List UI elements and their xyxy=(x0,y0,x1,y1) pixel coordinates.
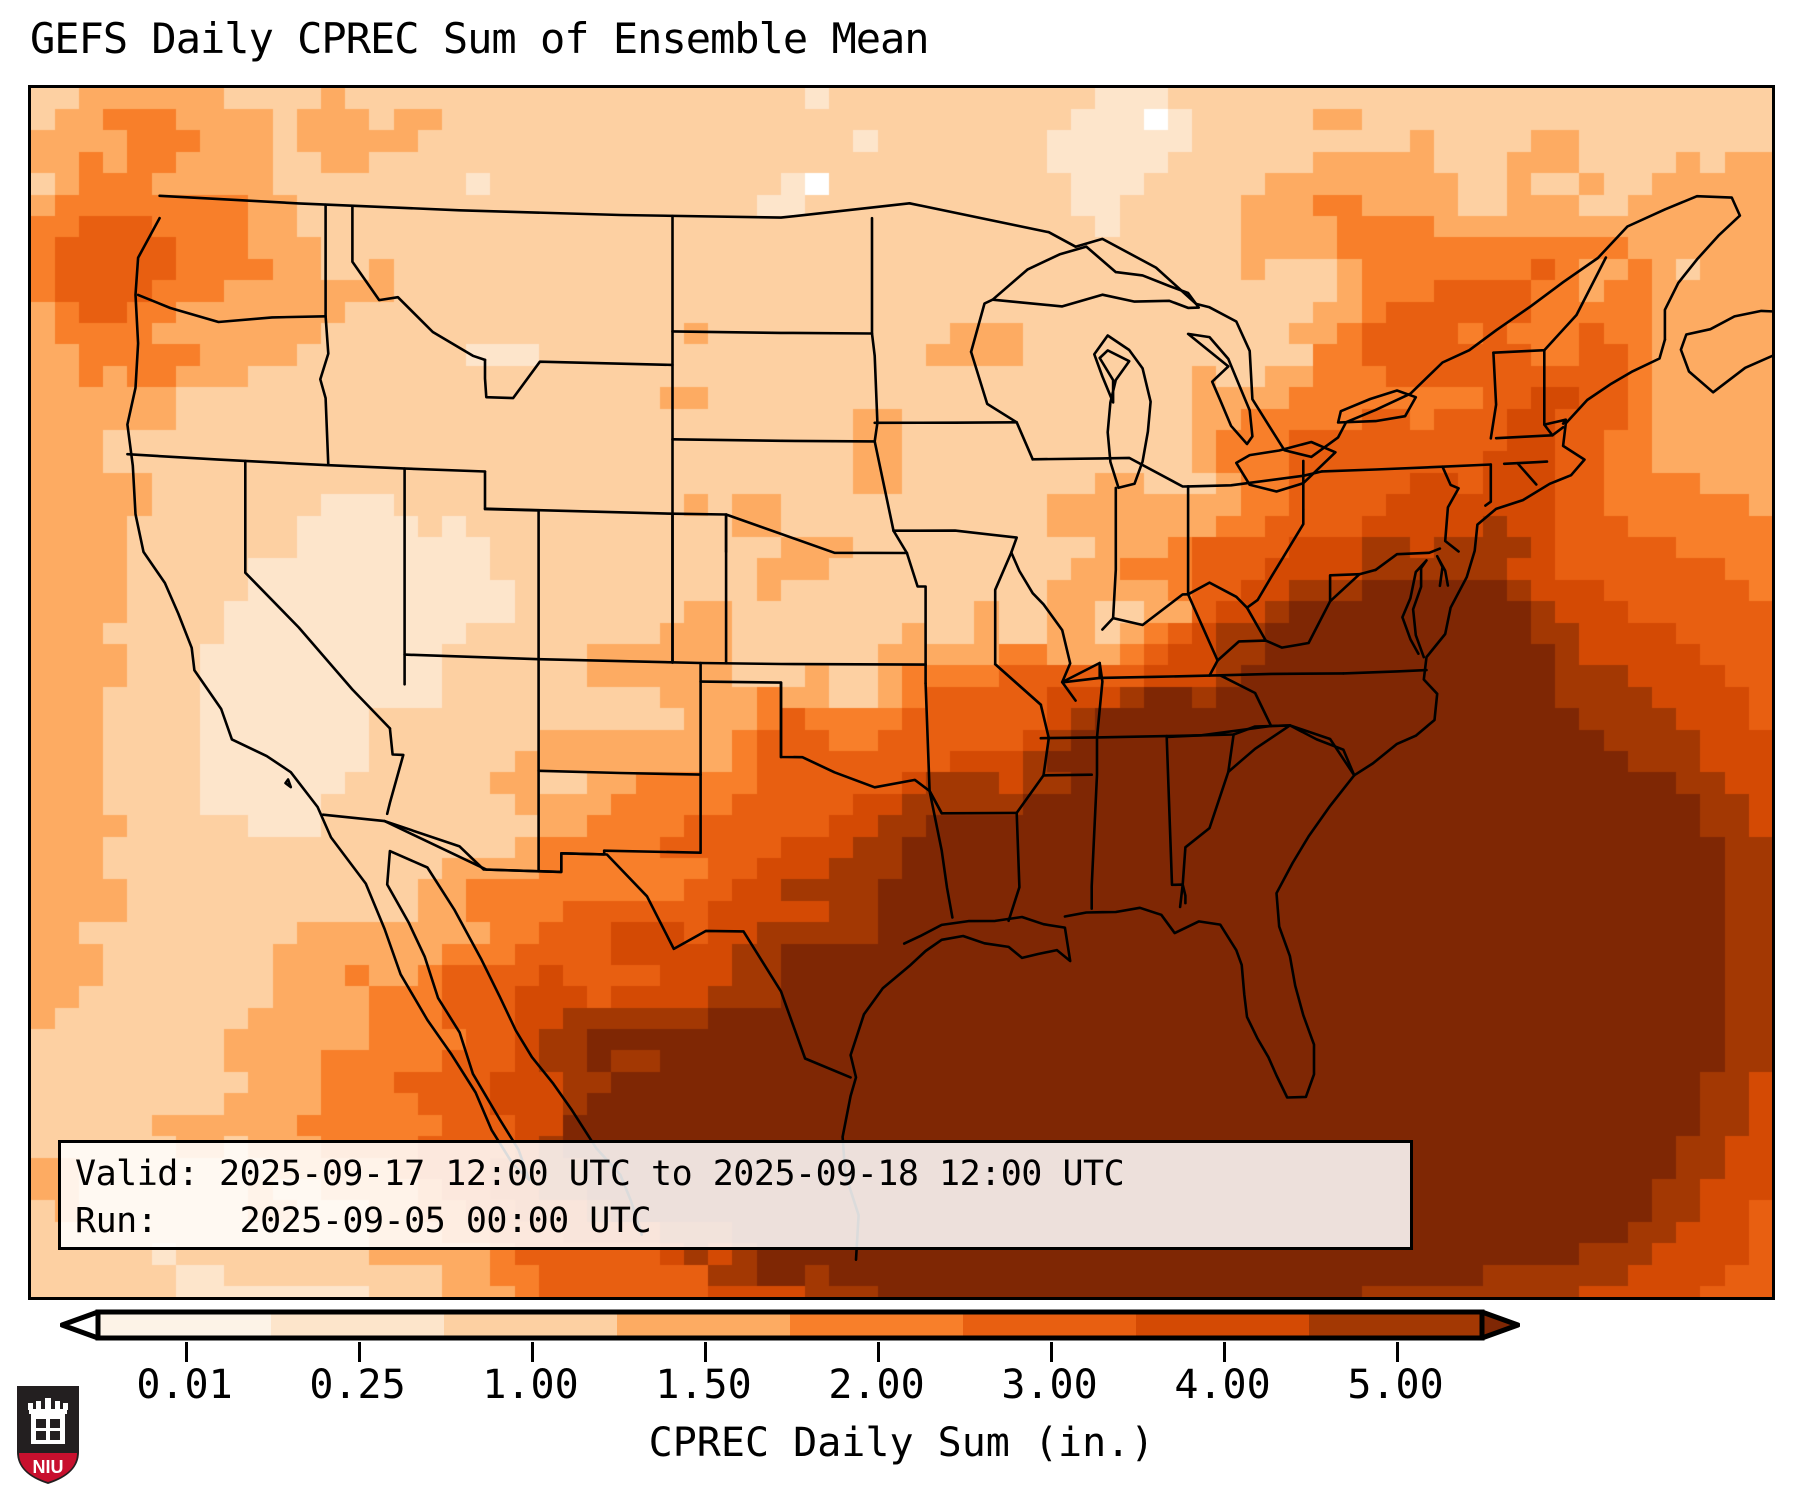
precipitation-heatmap-grid xyxy=(31,88,1772,1297)
colorbar-tick xyxy=(357,1342,361,1362)
colorbar-tick xyxy=(1395,1342,1399,1362)
colorbar-tick-label: 0.01 xyxy=(136,1362,233,1408)
run-time-text: Run: 2025-09-05 00:00 UTC xyxy=(75,1201,652,1241)
niu-logo-text: NIU xyxy=(33,1457,64,1477)
page-title: GEFS Daily CPREC Sum of Ensemble Mean xyxy=(30,14,930,63)
colorbar-tick-label: 3.00 xyxy=(1001,1362,1098,1408)
colorbar-tick-label: 4.00 xyxy=(1174,1362,1271,1408)
map-panel xyxy=(28,85,1775,1300)
info-box: Valid: 2025-09-17 12:00 UTC to 2025-09-1… xyxy=(58,1140,1413,1250)
colorbar-tick-label: 1.50 xyxy=(655,1362,752,1408)
colorbar-tick-label: 5.00 xyxy=(1347,1362,1444,1408)
valid-time-text: Valid: 2025-09-17 12:00 UTC to 2025-09-1… xyxy=(75,1154,1125,1194)
colorbar-tick xyxy=(1049,1342,1053,1362)
colorbar-axis-title: CPREC Daily Sum (in.) xyxy=(648,1420,1155,1466)
colorbar xyxy=(60,1308,1520,1342)
colorbar-tick xyxy=(876,1342,880,1362)
colorbar-tick xyxy=(703,1342,707,1362)
colorbar-tick xyxy=(1222,1342,1226,1362)
colorbar-tick-label: 2.00 xyxy=(828,1362,925,1408)
colorbar-tick-label: 1.00 xyxy=(482,1362,579,1408)
colorbar-tick-label: 0.25 xyxy=(309,1362,406,1408)
colorbar-tick-labels: 0.01 0.25 1.00 1.50 2.00 3.00 4.00 5.00 xyxy=(0,1362,1803,1414)
colorbar-tick xyxy=(530,1342,534,1362)
colorbar-tickmarks xyxy=(60,1342,1520,1364)
colorbar-tick xyxy=(184,1342,188,1362)
niu-logo: NIU xyxy=(17,1386,79,1484)
